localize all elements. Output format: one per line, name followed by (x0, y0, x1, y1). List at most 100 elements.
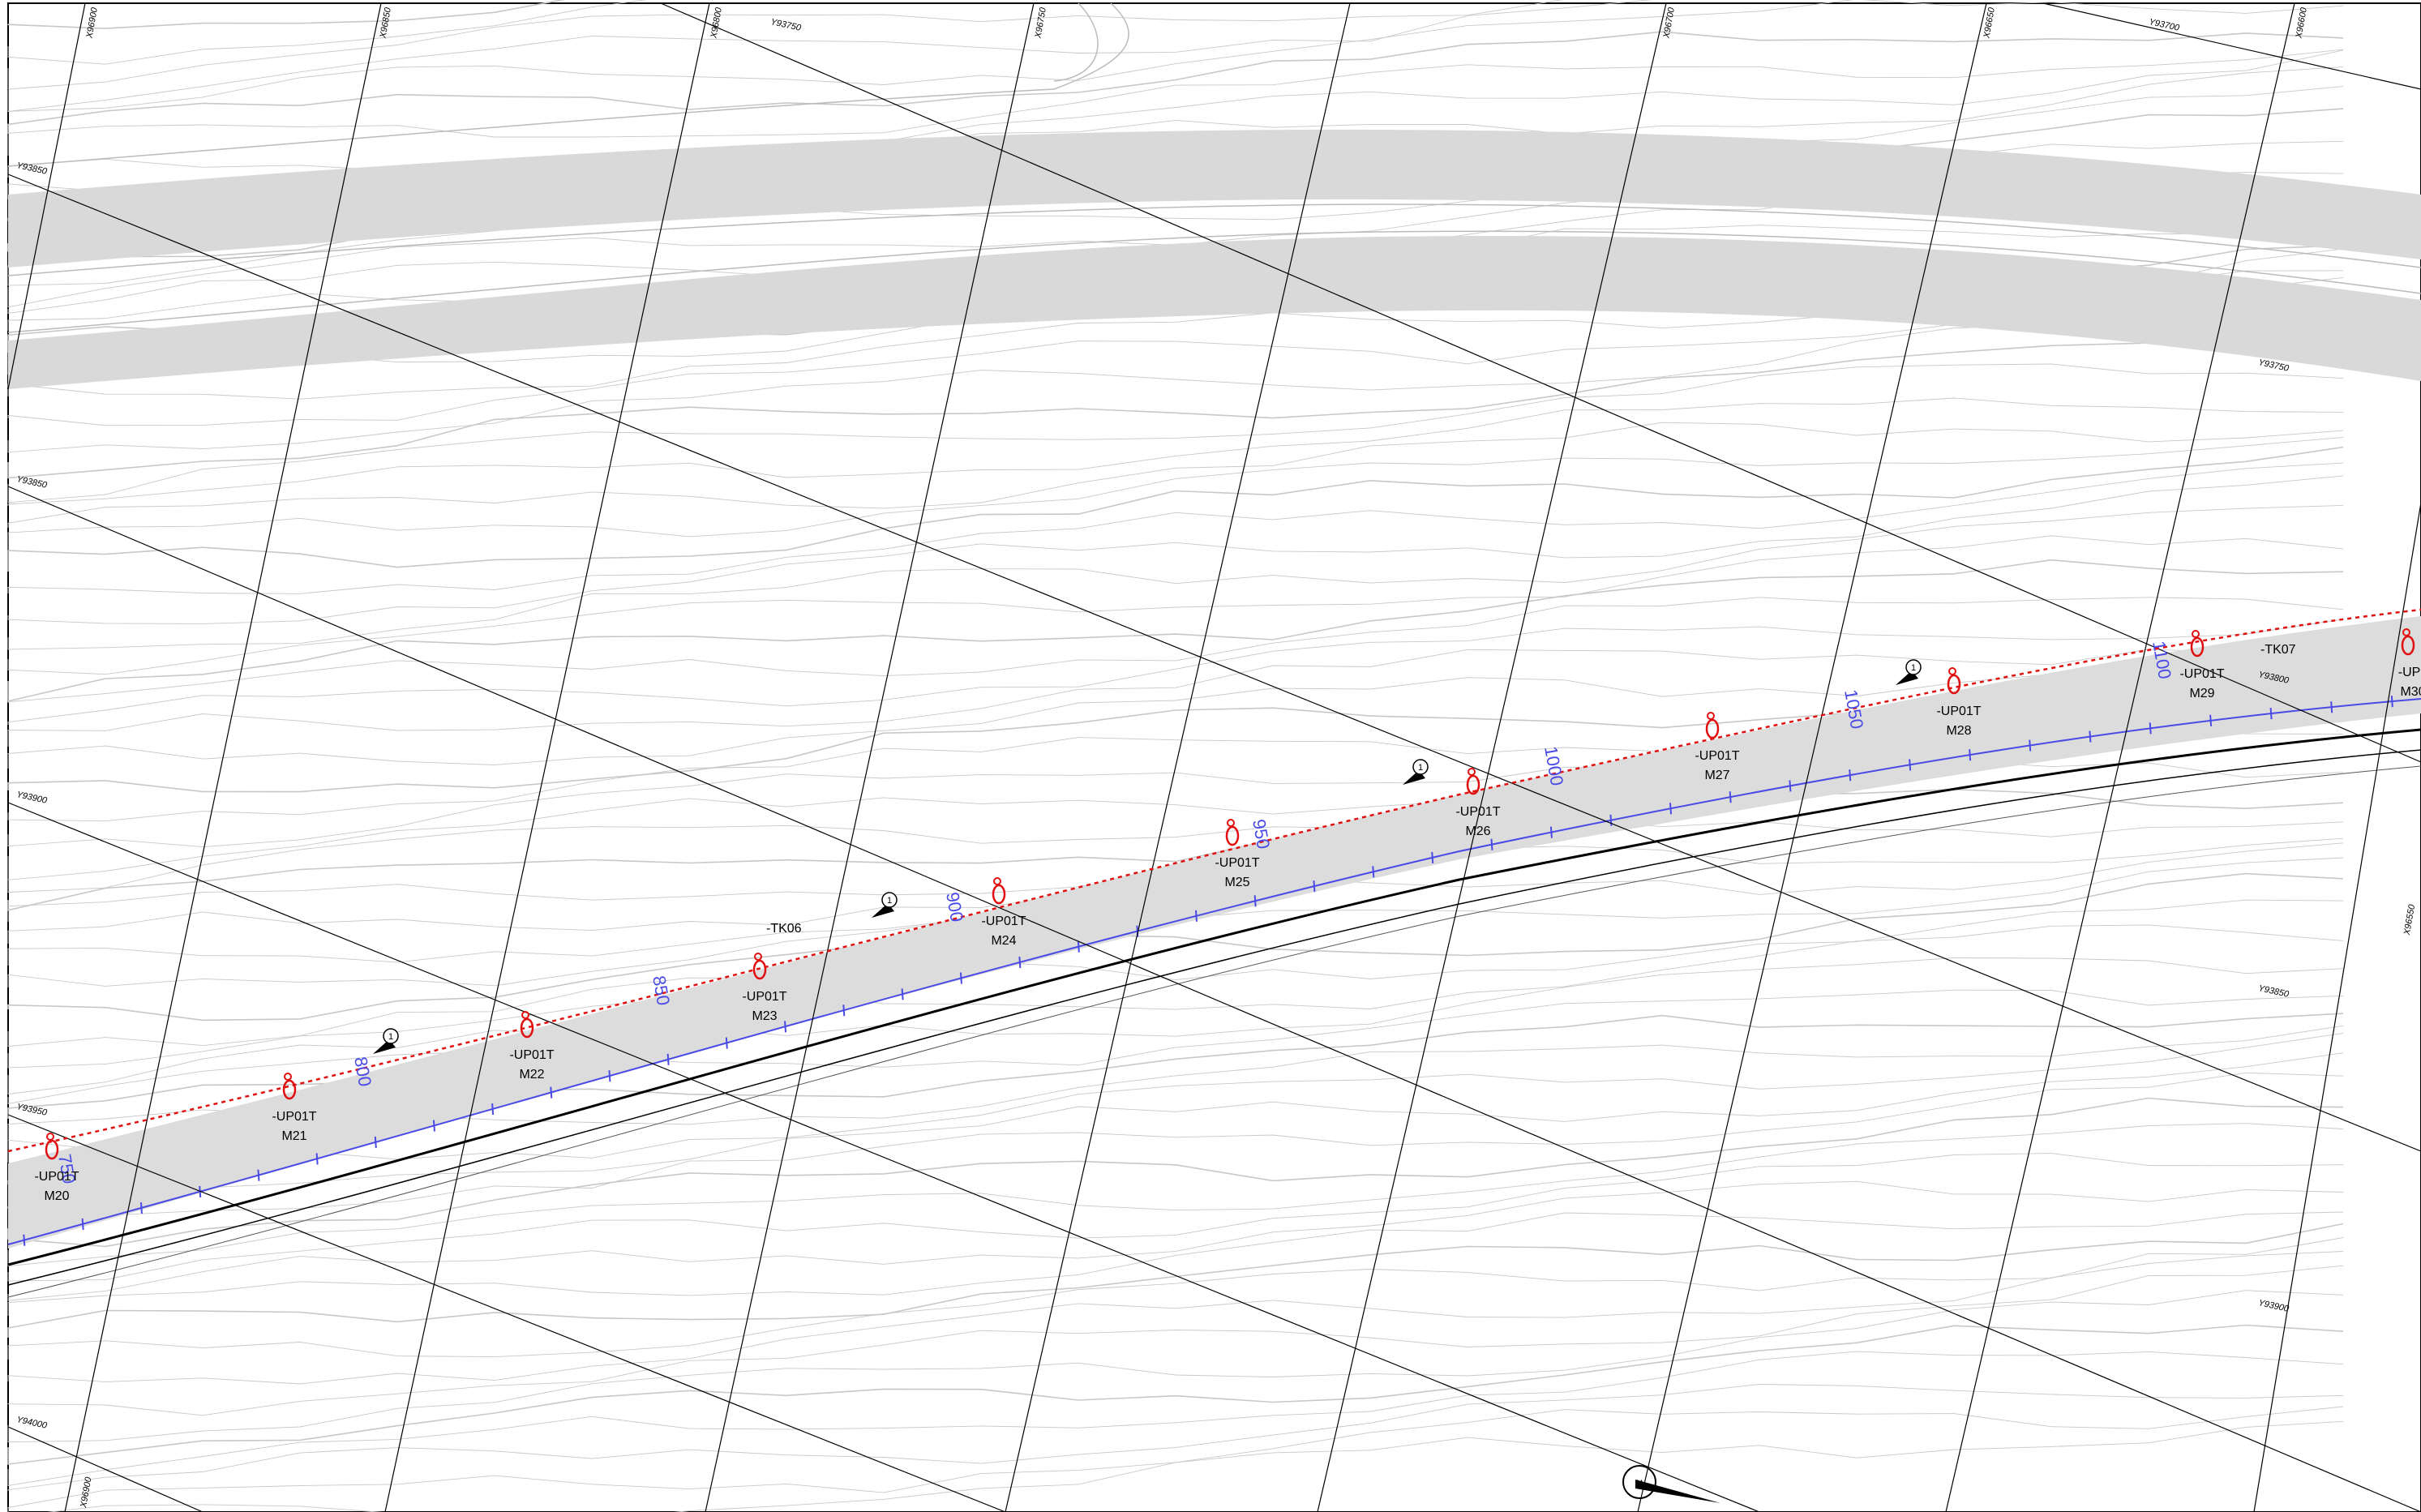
tower-footprint-icon (1705, 718, 1720, 739)
contour-line (7, 1251, 2344, 1385)
chainage-tick (1490, 838, 1493, 850)
contour-line (7, 957, 2344, 1095)
tower-id-label: -UP01T (2179, 667, 2224, 681)
tower-footprint-icon (2401, 635, 2415, 656)
contour-line (7, 446, 2344, 572)
coordinate-grid (7, 2, 2421, 1512)
contour-line (7, 0, 1563, 90)
tower-m20[interactable]: -UP01T M20 (34, 1133, 79, 1203)
tower-m22[interactable]: -UP01T M22 (509, 1011, 555, 1082)
tower-number-label: M20 (44, 1189, 69, 1203)
chainage-tick (1789, 780, 1792, 792)
tower-m30[interactable]: -UP0 M30 (2398, 628, 2421, 699)
chainage-tick (1849, 769, 1852, 782)
contour-line (7, 276, 2344, 426)
contour-line (7, 559, 2344, 702)
tower-id-label: -UP01T (1215, 856, 1259, 870)
marker-label: 1 (1911, 663, 1916, 673)
chainage-tick (1136, 925, 1139, 937)
contour-line (7, 0, 1652, 113)
power-line-route[interactable] (7, 608, 2421, 1153)
chainage-tick (1077, 940, 1080, 953)
tower-footprint-icon (752, 959, 767, 980)
chainage-tick (784, 1021, 787, 1033)
tower-point-icon (993, 877, 1001, 885)
contour-line (7, 504, 2344, 650)
contour-line (7, 337, 2344, 479)
chainage-tick (2149, 722, 2152, 735)
chainage-tick (1431, 851, 1434, 864)
tower-point-icon (46, 1133, 54, 1141)
chainage-tick (1253, 895, 1257, 907)
chainage-tick (1609, 814, 1613, 826)
tower-id-label: -UP01T (1455, 805, 1500, 819)
tower-point-icon (1468, 768, 1476, 776)
chainage-tick (2089, 730, 2092, 743)
contour-line (7, 788, 2344, 911)
tower-number-label: M30 (2400, 685, 2421, 699)
road-edge (7, 728, 2421, 1298)
tower-m28[interactable]: -UP01T M28 (1936, 667, 1982, 738)
contour-line (47, 1420, 2344, 1512)
tower-number-label: M22 (519, 1068, 544, 1082)
contour-line (7, 1013, 2344, 1119)
contour-line (7, 1406, 2344, 1512)
tower-id-label: -UP01T (981, 914, 1026, 928)
callout-marker[interactable]: 1 (872, 892, 898, 918)
tower-id-label: -UP01T (509, 1048, 554, 1062)
contour-line (7, 1097, 2344, 1248)
tower-m27[interactable]: -UP01T M27 (1695, 712, 1740, 782)
chainage-tick (1194, 910, 1198, 922)
chainage-tick (2029, 739, 2032, 752)
contour-line (7, 422, 2344, 528)
tower-footprint-icon (45, 1139, 59, 1160)
contour-line (7, 0, 566, 29)
tower-number-label: M28 (1946, 724, 1971, 738)
tower-number-label: M26 (1465, 825, 1490, 838)
chainage-tick (1018, 956, 1022, 969)
contour-line (7, 397, 2344, 506)
contour-line (7, 363, 2344, 503)
chainage-tick (2209, 714, 2213, 726)
chainage-tick (725, 1037, 728, 1049)
tower-group: -UP01TM20-UP01TM21-UP01TM22-UP01TM23-UP0… (34, 628, 2421, 1203)
route-corridor (8, 616, 2421, 1249)
contour-line (7, 1290, 2344, 1443)
tower-point-icon (521, 1011, 529, 1019)
tower-footprint-icon (2190, 636, 2205, 657)
contour-line (7, 1223, 2344, 1338)
chainage-tick (2330, 701, 2333, 713)
chainage-tick (959, 972, 962, 984)
chainage-tick (257, 1169, 260, 1181)
contour-line (7, 924, 2344, 1069)
tower-point-icon (754, 953, 762, 961)
callout-marker[interactable]: 1 (373, 1028, 399, 1054)
tower-id-label: -UP01T (34, 1170, 79, 1184)
marker-label: 1 (887, 896, 892, 906)
tower-m24[interactable]: -UP01T M24 (981, 877, 1026, 948)
tower-id-label: -UP0 (2398, 666, 2421, 679)
tower-m23[interactable]: -UP01T M23 (742, 953, 787, 1023)
tower-m29[interactable]: -UP01T M29 (2179, 630, 2225, 700)
tower-id-label: -UP01T (1936, 705, 1981, 718)
chainage-tick (374, 1136, 377, 1149)
callout-marker[interactable]: 1 (1403, 759, 1429, 785)
contour-line (7, 1180, 2344, 1301)
tower-number-label: M25 (1224, 876, 1249, 889)
callout-marker[interactable]: 1 (1896, 659, 1922, 685)
existing-highway (7, 2, 2421, 389)
tower-m26[interactable]: -UP01T M26 (1455, 768, 1501, 838)
tower-m25[interactable]: -UP01T M25 (1215, 819, 1260, 889)
tower-footprint-icon (282, 1079, 297, 1100)
contour-line (7, 619, 2344, 725)
chainage-tick (1969, 749, 1972, 761)
tower-id-label: -UP01T (742, 990, 786, 1004)
section-label: -TK07 (2260, 643, 2296, 657)
tower-id-label: -UP01T (1695, 749, 1739, 763)
chainage-tick (842, 1004, 846, 1017)
tower-number-label: M29 (2189, 687, 2214, 700)
north-arrow: N (1622, 1465, 1720, 1503)
tower-m21[interactable]: -UP01T M21 (272, 1073, 317, 1143)
contour-line (7, 1237, 2344, 1360)
